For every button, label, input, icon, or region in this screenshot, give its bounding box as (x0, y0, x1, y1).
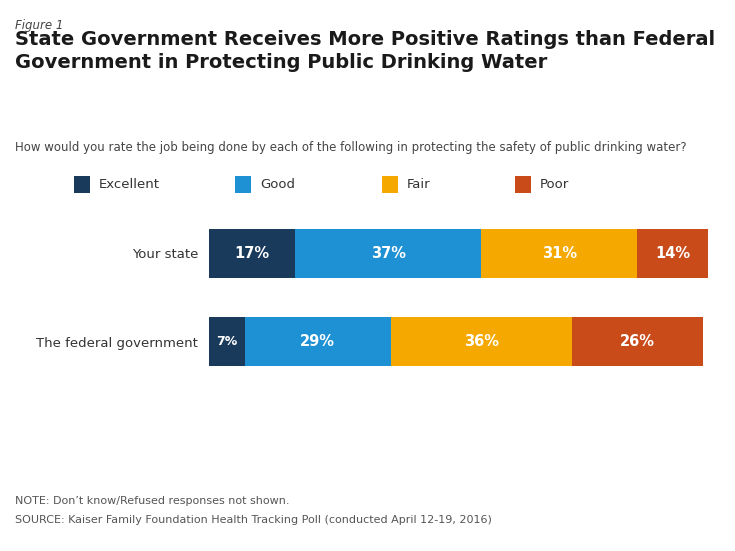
Text: Fair: Fair (407, 178, 431, 191)
Text: Poor: Poor (539, 178, 569, 191)
Text: How would you rate the job being done by each of the following in protecting the: How would you rate the job being done by… (15, 141, 686, 154)
Bar (209, 229, 295, 278)
Bar (209, 317, 245, 366)
Text: SOURCE: Kaiser Family Foundation Health Tracking Poll (conducted April 12-19, 20: SOURCE: Kaiser Family Foundation Health … (15, 515, 492, 525)
Bar (295, 229, 481, 278)
Text: 36%: 36% (464, 334, 499, 349)
Text: 29%: 29% (300, 334, 335, 349)
Text: THE HENRY J.: THE HENRY J. (659, 498, 698, 503)
Bar (637, 229, 708, 278)
Text: 14%: 14% (655, 246, 690, 261)
Text: Good: Good (260, 178, 295, 191)
Text: 7%: 7% (217, 335, 237, 348)
Bar (245, 317, 391, 366)
Text: 31%: 31% (542, 246, 577, 261)
Text: 17%: 17% (234, 246, 270, 261)
Text: FAMILY: FAMILY (655, 518, 701, 531)
Text: NOTE: Don’t know/Refused responses not shown.: NOTE: Don’t know/Refused responses not s… (15, 496, 289, 506)
Text: Excellent: Excellent (98, 178, 159, 191)
Bar (391, 317, 572, 366)
Bar (572, 317, 703, 366)
Text: 26%: 26% (620, 334, 655, 349)
Bar (481, 229, 637, 278)
Text: 37%: 37% (370, 246, 406, 261)
Text: KAISER: KAISER (654, 506, 702, 519)
Text: Figure 1: Figure 1 (15, 19, 63, 33)
Text: FOUNDATION: FOUNDATION (659, 533, 698, 539)
Text: State Government Receives More Positive Ratings than Federal
Government in Prote: State Government Receives More Positive … (15, 30, 715, 72)
